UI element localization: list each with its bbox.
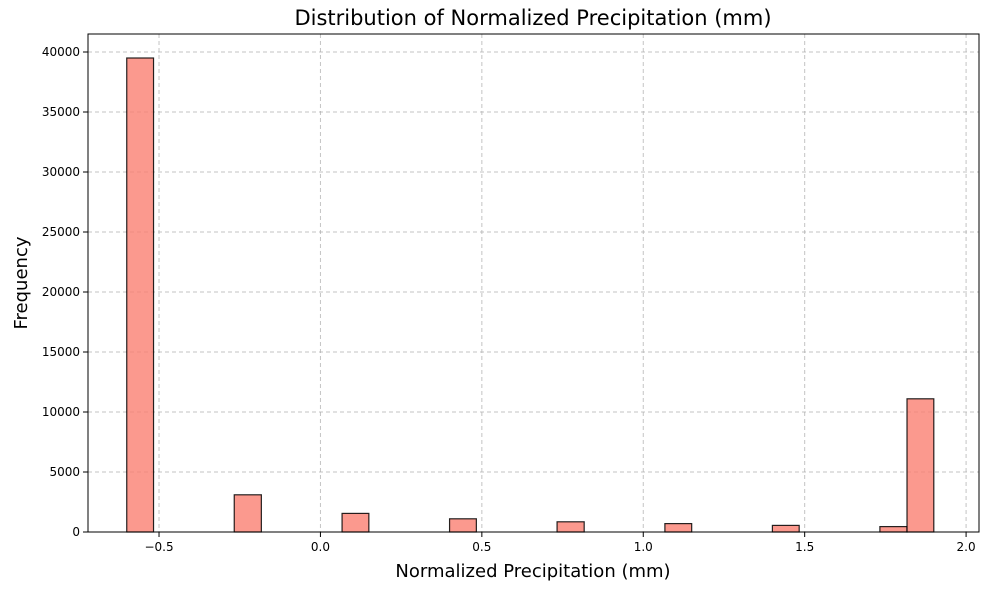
y-tick-label: 0 bbox=[72, 525, 80, 539]
y-ticks: 0 5000 10000 15000 20000 25000 30000 35000 40000 bbox=[42, 45, 88, 539]
y-tick-label: 35000 bbox=[42, 105, 80, 119]
x-tick-label: 1.5 bbox=[795, 540, 814, 554]
histogram-bar bbox=[664, 522, 693, 533]
histogram-bar bbox=[556, 521, 585, 533]
histogram-bar bbox=[233, 494, 262, 533]
histogram-bar bbox=[341, 512, 370, 533]
x-tick-label: −0.5 bbox=[144, 540, 173, 554]
y-axis-label: Frequency bbox=[11, 236, 32, 329]
y-tick-label: 15000 bbox=[42, 345, 80, 359]
x-tick-label: 0.5 bbox=[472, 540, 491, 554]
y-tick-label: 40000 bbox=[42, 45, 80, 59]
x-tick-label: 1.0 bbox=[634, 540, 653, 554]
y-tick-label: 5000 bbox=[49, 465, 80, 479]
chart-title: Distribution of Normalized Precipitation… bbox=[294, 6, 771, 30]
x-tick-label: 2.0 bbox=[957, 540, 976, 554]
histogram-bar bbox=[448, 518, 477, 533]
histogram-bar bbox=[879, 525, 908, 533]
histogram-bar bbox=[126, 57, 155, 533]
x-tick-label: 0.0 bbox=[311, 540, 330, 554]
bar-layer bbox=[126, 57, 935, 533]
y-tick-label: 25000 bbox=[42, 225, 80, 239]
histogram-bar bbox=[906, 398, 935, 533]
y-tick-label: 30000 bbox=[42, 165, 80, 179]
y-tick-label: 20000 bbox=[42, 285, 80, 299]
histogram-bar bbox=[771, 524, 800, 533]
grid-layer bbox=[88, 34, 979, 533]
x-axis-label: Normalized Precipitation (mm) bbox=[395, 561, 670, 582]
plot-frame bbox=[87, 33, 980, 533]
y-tick-label: 10000 bbox=[42, 405, 80, 419]
x-ticks: −0.5 0.0 0.5 1.0 1.5 2.0 bbox=[144, 532, 976, 554]
